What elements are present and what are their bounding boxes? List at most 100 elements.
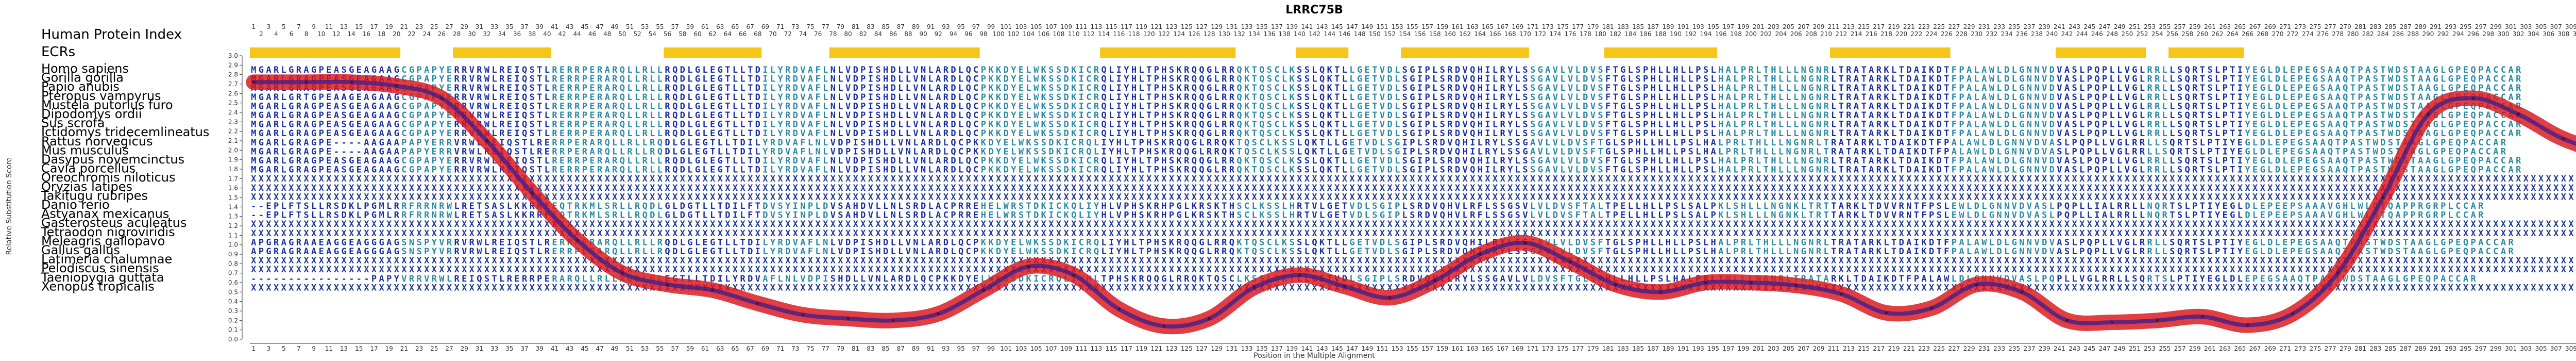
y-tick-label: 0.2: [228, 317, 238, 324]
human-index-tick: 33: [490, 23, 498, 30]
human-index-tick: 255: [2159, 23, 2171, 30]
x-tick-label: 281: [2354, 345, 2366, 352]
y-tick-label: 1.3: [228, 213, 238, 220]
human-index-tick: 60: [693, 30, 701, 38]
species-name: Gallus gallus: [41, 243, 120, 257]
x-tick-label: 287: [2400, 345, 2412, 352]
x-tick-label: 249: [2114, 345, 2126, 352]
alignment-residues: SGIPLSRDVQHILRYLS: [1402, 120, 1528, 130]
y-tick-label: 1.4: [228, 203, 238, 210]
alignment-residues: RERRPERARQLLRLL: [552, 156, 663, 166]
score-point: [1523, 241, 1527, 244]
human-index-tick: 152: [1384, 30, 1396, 38]
alignment-residues: LLS: [2147, 146, 2167, 157]
human-index-tick: 145: [1331, 23, 1343, 30]
score-point: [530, 191, 534, 194]
human-index-tick: 47: [596, 23, 603, 30]
human-index-tick: 260: [2196, 30, 2208, 38]
x-tick-label: 283: [2369, 345, 2381, 352]
alignment-residues: RLL: [2147, 237, 2167, 248]
human-index-tick: 245: [2083, 23, 2095, 30]
human-index-tick: 292: [2437, 30, 2449, 38]
ecr-bar: [453, 47, 551, 58]
species-name: Meleagris gallopavo: [41, 234, 165, 248]
alignment-residues: TPELLHLLPSLSALP: [1605, 201, 1716, 211]
alignment-residues: ILYRDVAFL: [762, 74, 828, 85]
human-index-tick: 253: [2144, 23, 2156, 30]
alignment-residues: RQDLGLEGTLLTD: [665, 65, 760, 75]
human-index-tick: 210: [1820, 30, 1832, 38]
human-index-tick: 135: [1256, 23, 1268, 30]
alignment-residues: LGETVDL: [1349, 101, 1400, 111]
x-tick-label: 13: [340, 345, 348, 352]
human-index-tick: 169: [1512, 23, 1523, 30]
alignment-residues: LGETVDL: [1349, 165, 1400, 175]
species-name: Astyanax mexicanus: [41, 207, 169, 221]
human-index-tick: 248: [2106, 30, 2118, 38]
x-tick-label: 107: [1045, 345, 1057, 352]
x-tick-label: 137: [1271, 345, 1283, 352]
human-index-tick: 237: [2023, 23, 2035, 30]
alignment-residues: CGPAPYE: [401, 156, 452, 166]
x-tick-label: 255: [2159, 345, 2171, 352]
x-tick-label: 23: [415, 345, 423, 352]
alignment-residues: RQDLGLEGTLLTD: [665, 120, 760, 130]
x-tick-label: 133: [1241, 345, 1253, 352]
x-tick-label: 123: [1166, 345, 1178, 352]
alignment-residues: RERRPERARQLLRLL: [552, 165, 663, 175]
x-tick-label: 75: [806, 345, 814, 352]
human-protein-index-label: Human Protein Index: [41, 27, 182, 42]
x-tick-label: 63: [716, 345, 724, 352]
alignment-residues: REIQSTLRERRPE: [454, 274, 550, 284]
human-index-tick: 213: [1843, 23, 1855, 30]
human-index-tick: 10: [317, 30, 325, 38]
x-tick-label: 159: [1436, 345, 1448, 352]
human-index-tick: 136: [1263, 30, 1275, 38]
alignment-residues: FTGLSPHLLHLLPSL: [1605, 120, 1716, 130]
ecr-bar: [1100, 47, 1236, 58]
species-name: Cavia porcellus: [41, 161, 135, 176]
human-index-tick: 114: [1098, 30, 1110, 38]
alignment-residues: QDLGLEGTLLTDI: [665, 247, 760, 257]
x-tick-label: 257: [2174, 345, 2186, 352]
human-index-tick: 171: [1527, 23, 1539, 30]
human-index-tick: 233: [1993, 23, 2005, 30]
x-tick-label: 195: [1707, 345, 1719, 352]
human-index-tick: 274: [2302, 30, 2314, 38]
alignment-residues: GLSPHLLHLLPSLHA: [1605, 146, 1716, 157]
x-tick-label: 167: [1497, 345, 1509, 352]
score-point: [756, 302, 759, 305]
score-point: [1478, 253, 1482, 256]
alignment-residues: VDLSGIP: [1349, 201, 1400, 211]
alignment-residues: GETVDLS: [1349, 237, 1400, 248]
x-tick-label: 269: [2264, 345, 2276, 352]
alignment-residues: SNSPYVR: [401, 247, 452, 257]
human-index-tick: 140: [1294, 30, 1306, 38]
human-index-tick: 284: [2377, 30, 2389, 38]
x-tick-label: 267: [2249, 345, 2261, 352]
chart-title: LRRC75B: [1285, 4, 1343, 17]
alignment-residues: ETVDLSG: [1349, 146, 1400, 157]
human-index-tick: 220: [1895, 30, 1907, 38]
alignment-residues: LRETSASLKKRRF: [454, 201, 550, 211]
human-index-tick: 13: [340, 23, 348, 30]
human-index-tick: 104: [1023, 30, 1035, 38]
human-index-tick: 160: [1444, 30, 1456, 38]
alignment-residues: LGETVDL: [1349, 110, 1400, 121]
human-index-tick: 5: [282, 23, 286, 30]
y-tick-label: 1.1: [228, 232, 238, 239]
score-point: [1117, 307, 1121, 311]
x-tick-label: 97: [972, 345, 980, 352]
human-index-tick: 204: [1775, 30, 1787, 38]
human-index-tick: 184: [1624, 30, 1636, 38]
x-axis-label: Position in the Multiple Alignment: [1253, 352, 1375, 360]
x-tick-label: 143: [1316, 345, 1328, 352]
human-index-tick: 88: [904, 30, 912, 38]
alignment-residues: IPLSRDVQHILRYLSSG: [1402, 138, 1528, 148]
alignment-residues: SSLQKTL: [1297, 65, 1347, 75]
human-index-tick: 41: [551, 23, 558, 30]
human-index-tick: 49: [611, 23, 619, 30]
alignment-residues: MGARLGRAGPE: [251, 138, 331, 148]
species-name: Ictidomys tridecemlineatus: [41, 125, 209, 139]
x-tick-label: 141: [1301, 345, 1313, 352]
